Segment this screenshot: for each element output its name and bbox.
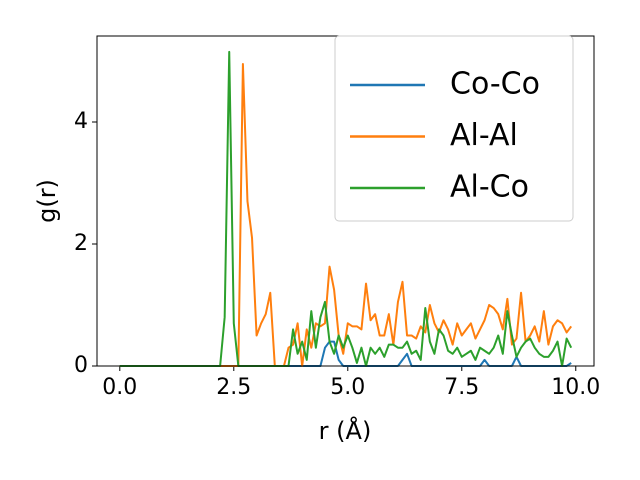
y-axis-label: g(r): [33, 179, 61, 223]
legend-label: Al-Al: [450, 118, 518, 153]
x-tick-label: 0.0: [102, 375, 137, 400]
y-tick-label: 2: [74, 231, 88, 256]
x-tick-label: 10.0: [551, 375, 600, 400]
legend-label: Al-Co: [450, 170, 529, 205]
y-tick-label: 0: [74, 353, 88, 378]
x-axis-label: r (Å): [319, 416, 372, 445]
x-tick-label: 5.0: [330, 375, 365, 400]
x-tick-label: 2.5: [216, 375, 251, 400]
legend-label: Co-Co: [450, 67, 540, 102]
legend-box: [334, 35, 574, 222]
y-tick-label: 4: [74, 109, 88, 134]
x-tick-label: 7.5: [444, 375, 479, 400]
